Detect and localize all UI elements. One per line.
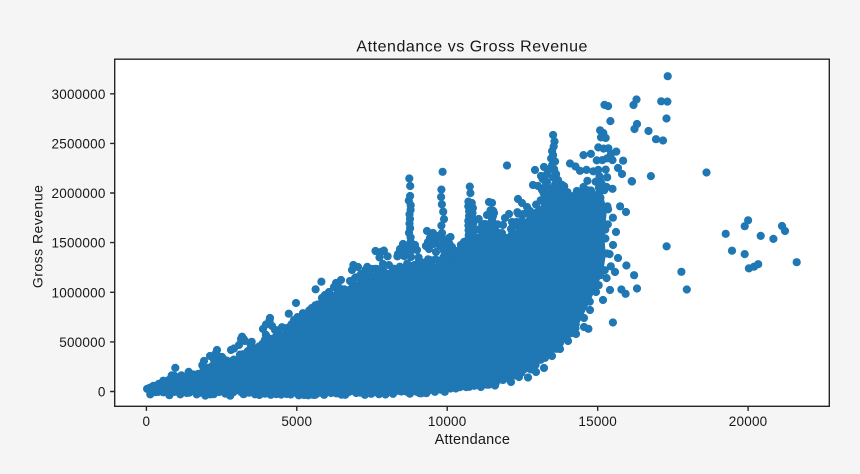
svg-text:2500000: 2500000 xyxy=(51,136,105,151)
svg-text:500000: 500000 xyxy=(59,335,105,350)
svg-text:15000: 15000 xyxy=(578,414,617,429)
svg-text:10000: 10000 xyxy=(428,414,467,429)
svg-text:1000000: 1000000 xyxy=(51,285,105,300)
svg-text:0: 0 xyxy=(98,385,106,400)
svg-text:1500000: 1500000 xyxy=(51,236,105,251)
svg-text:Gross Revenue: Gross Revenue xyxy=(30,185,46,289)
svg-text:20000: 20000 xyxy=(729,414,768,429)
svg-text:5000: 5000 xyxy=(281,414,312,429)
svg-text:2000000: 2000000 xyxy=(51,186,105,201)
svg-text:0: 0 xyxy=(143,414,151,429)
svg-text:Attendance vs Gross Revenue: Attendance vs Gross Revenue xyxy=(356,39,588,56)
svg-text:3000000: 3000000 xyxy=(51,87,105,102)
svg-text:Attendance: Attendance xyxy=(435,432,511,448)
